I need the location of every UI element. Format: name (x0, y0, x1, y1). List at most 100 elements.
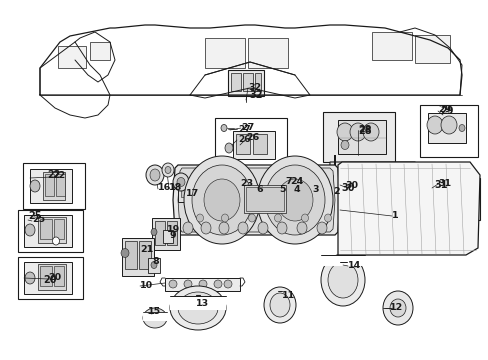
Bar (58, 46, 86, 68)
Ellipse shape (169, 280, 177, 288)
Ellipse shape (336, 123, 352, 141)
Text: 7: 7 (285, 176, 291, 185)
Text: 8: 8 (152, 256, 159, 266)
Bar (24, 215, 72, 247)
Ellipse shape (30, 180, 40, 192)
Bar (40, 266, 52, 286)
Text: 26: 26 (238, 135, 250, 144)
Ellipse shape (221, 125, 226, 131)
Bar (227, 70, 264, 96)
Text: 19: 19 (167, 225, 180, 234)
Bar (142, 312, 167, 320)
Ellipse shape (177, 177, 184, 186)
Ellipse shape (327, 262, 357, 298)
Bar (18, 257, 83, 299)
Text: 5: 5 (279, 185, 285, 194)
Bar (337, 120, 385, 154)
Ellipse shape (257, 156, 332, 244)
Ellipse shape (196, 214, 203, 222)
Text: 29: 29 (437, 105, 450, 114)
Bar (54, 219, 64, 239)
Ellipse shape (178, 292, 218, 324)
Bar (122, 238, 154, 276)
Bar (163, 230, 173, 243)
Text: 1: 1 (391, 211, 398, 220)
Text: 28: 28 (357, 125, 370, 134)
Ellipse shape (25, 272, 35, 284)
Ellipse shape (342, 184, 356, 202)
Ellipse shape (276, 179, 312, 221)
Ellipse shape (362, 123, 378, 141)
Ellipse shape (434, 190, 444, 202)
Text: 32: 32 (248, 90, 262, 100)
Bar (236, 134, 249, 154)
Ellipse shape (121, 248, 129, 257)
Bar (427, 178, 479, 220)
Text: 30: 30 (340, 183, 354, 193)
Ellipse shape (301, 214, 308, 222)
Text: 2: 2 (332, 188, 339, 197)
Text: 30: 30 (345, 181, 357, 190)
Bar (252, 134, 266, 154)
Polygon shape (337, 162, 479, 255)
Ellipse shape (214, 280, 222, 288)
Ellipse shape (440, 116, 456, 134)
Bar (323, 112, 394, 162)
Ellipse shape (183, 280, 192, 288)
Ellipse shape (170, 286, 225, 330)
Bar (155, 221, 164, 245)
Bar (187, 183, 193, 197)
Ellipse shape (449, 204, 455, 211)
Bar (40, 219, 52, 239)
Bar (244, 185, 285, 213)
Ellipse shape (458, 125, 464, 131)
Bar (230, 73, 241, 91)
Bar (125, 241, 137, 269)
Polygon shape (173, 165, 339, 235)
Ellipse shape (199, 280, 206, 288)
Ellipse shape (320, 254, 364, 306)
Ellipse shape (52, 237, 60, 245)
Ellipse shape (349, 123, 365, 141)
Polygon shape (178, 168, 334, 232)
Text: 9: 9 (170, 231, 176, 240)
Bar (30, 169, 72, 203)
Text: 27: 27 (238, 125, 250, 134)
Text: 25: 25 (28, 211, 41, 221)
Bar (170, 296, 225, 310)
Bar (139, 241, 151, 269)
Ellipse shape (173, 173, 189, 191)
Text: 4: 4 (293, 185, 300, 194)
Text: 3: 3 (311, 185, 318, 194)
Bar (54, 266, 64, 286)
Ellipse shape (396, 184, 410, 202)
Ellipse shape (340, 140, 348, 149)
Text: 24: 24 (289, 176, 303, 185)
Ellipse shape (360, 166, 374, 184)
Bar (90, 42, 110, 60)
Ellipse shape (276, 222, 286, 234)
Ellipse shape (151, 229, 157, 235)
Ellipse shape (162, 163, 174, 177)
Ellipse shape (396, 166, 410, 184)
Bar (181, 183, 185, 197)
Ellipse shape (183, 156, 260, 244)
Bar (320, 255, 364, 265)
Bar (18, 210, 83, 252)
Bar (38, 217, 66, 243)
Ellipse shape (146, 165, 163, 185)
Ellipse shape (224, 143, 232, 153)
Text: 22: 22 (52, 171, 65, 180)
Text: 20: 20 (48, 274, 61, 283)
Ellipse shape (447, 190, 457, 202)
Bar (247, 38, 287, 68)
Bar (24, 262, 72, 294)
Bar (164, 278, 240, 291)
Polygon shape (327, 155, 419, 228)
Ellipse shape (221, 214, 228, 222)
Text: 20: 20 (43, 275, 57, 285)
Bar (414, 35, 449, 63)
Ellipse shape (151, 261, 157, 269)
Ellipse shape (269, 293, 289, 317)
Ellipse shape (436, 204, 442, 211)
